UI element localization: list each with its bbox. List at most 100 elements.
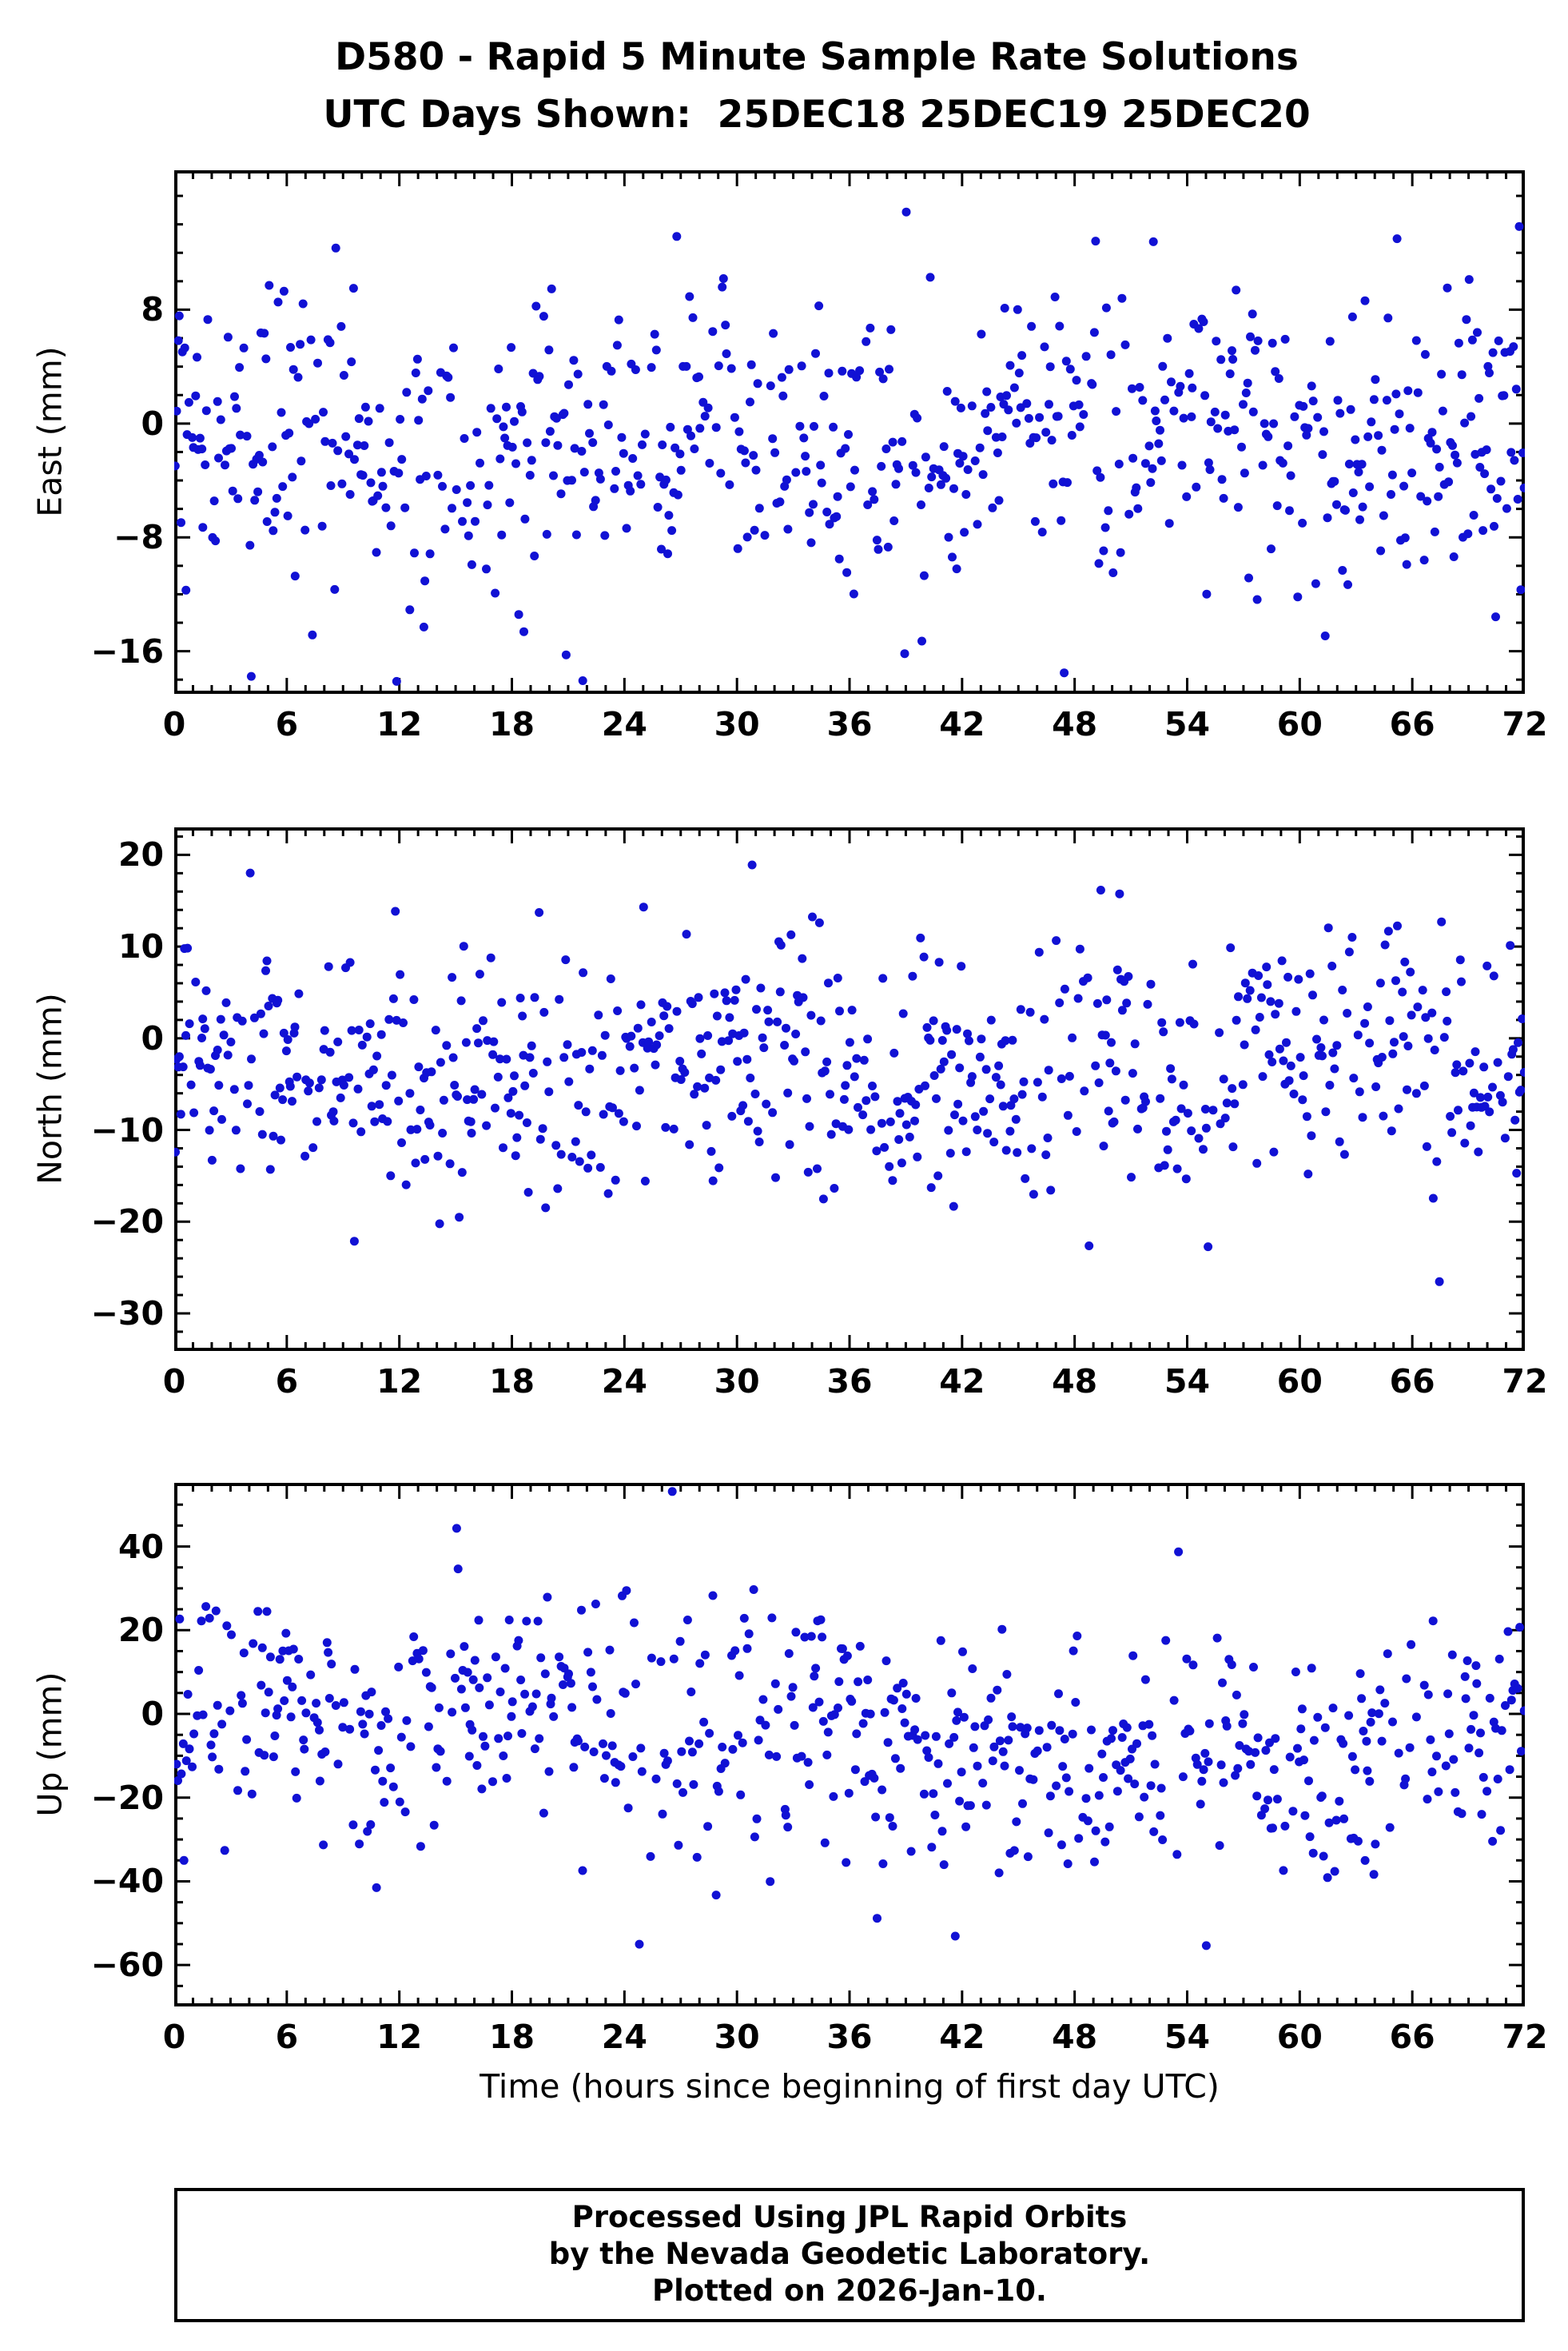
data-point: [494, 365, 503, 373]
data-point: [244, 1081, 253, 1090]
data-point: [778, 391, 788, 400]
data-point: [1192, 1759, 1202, 1769]
data-point: [619, 448, 628, 458]
data-point: [209, 496, 219, 506]
data-point: [197, 1616, 206, 1626]
data-point: [221, 998, 231, 1007]
data-point: [741, 974, 750, 984]
data-point: [955, 459, 965, 468]
data-point: [1130, 1779, 1140, 1789]
data-point: [1262, 962, 1272, 972]
data-point: [720, 1759, 730, 1768]
data-point: [505, 498, 515, 508]
data-point: [1400, 957, 1410, 966]
data-point: [328, 438, 337, 448]
data-point: [1012, 418, 1021, 428]
data-point: [1392, 234, 1402, 244]
data-point: [957, 1767, 966, 1777]
data-point: [1268, 338, 1277, 348]
data-point: [205, 1613, 214, 1623]
data-point: [858, 1110, 868, 1120]
data-point: [743, 1117, 753, 1126]
data-point: [542, 529, 551, 539]
data-point: [997, 1624, 1007, 1634]
data-point: [1403, 386, 1413, 396]
data-point: [1027, 1144, 1037, 1154]
data-point: [1269, 419, 1279, 428]
data-point: [1255, 1013, 1264, 1022]
data-point: [811, 1664, 821, 1673]
data-point: [1116, 548, 1125, 557]
data-point: [1457, 1809, 1467, 1819]
data-point: [344, 1073, 354, 1082]
data-point: [824, 978, 833, 988]
data-point: [768, 434, 778, 444]
x-tick-label: 72: [1502, 2018, 1548, 2056]
data-point: [531, 301, 541, 311]
data-point: [314, 1083, 324, 1093]
x-tick-label: 6: [275, 2018, 299, 2056]
data-point: [1419, 1081, 1429, 1090]
data-point: [1071, 1698, 1080, 1707]
data-point: [1178, 1772, 1188, 1782]
data-point: [468, 1675, 478, 1684]
data-point: [1289, 1090, 1299, 1098]
data-point: [213, 396, 222, 406]
data-point: [1204, 1757, 1213, 1767]
data-point: [613, 1006, 623, 1015]
data-point: [333, 1759, 343, 1769]
data-point: [325, 1047, 335, 1057]
data-point: [545, 427, 555, 436]
data-point: [353, 1084, 363, 1094]
data-point: [1148, 1731, 1157, 1740]
data-point: [669, 1124, 679, 1134]
data-point: [746, 360, 756, 369]
data-point: [1338, 986, 1347, 994]
data-point: [538, 1124, 547, 1134]
data-point: [448, 1707, 457, 1717]
data-point: [1091, 1826, 1100, 1835]
data-point: [967, 401, 977, 411]
data-point: [261, 966, 270, 975]
data-point: [275, 1655, 285, 1664]
data-point: [1388, 1049, 1398, 1058]
data-point: [236, 430, 245, 440]
data-point: [600, 1030, 610, 1040]
data-point: [611, 467, 620, 476]
data-point: [1467, 335, 1477, 345]
data-point: [273, 1704, 283, 1714]
data-point: [739, 1028, 749, 1038]
data-point: [1087, 1725, 1096, 1735]
data-point: [1302, 1112, 1311, 1122]
data-point: [464, 1751, 474, 1761]
data-point: [767, 1613, 777, 1623]
data-point: [894, 1135, 904, 1144]
data-point: [1395, 409, 1404, 419]
data-point: [296, 456, 306, 466]
data-point: [679, 1787, 687, 1797]
data-point: [525, 1053, 535, 1062]
x-tick-label: 24: [601, 2018, 647, 2056]
data-point: [766, 381, 775, 391]
data-point: [1435, 462, 1444, 472]
data-point: [467, 1129, 476, 1138]
data-point: [440, 524, 450, 534]
data-point: [1299, 401, 1308, 411]
data-point: [1068, 1729, 1077, 1739]
data-point: [1328, 1048, 1338, 1058]
data-point: [816, 1016, 826, 1026]
data-point: [1108, 568, 1118, 577]
data-point: [1335, 1137, 1344, 1146]
data-point: [494, 1734, 503, 1743]
data-point: [1339, 1739, 1348, 1748]
data-point: [686, 1688, 696, 1696]
data-point: [734, 1731, 742, 1740]
data-point: [1041, 428, 1051, 437]
data-point: [345, 490, 355, 499]
data-point: [333, 1037, 343, 1046]
data-point: [530, 1744, 539, 1754]
data-point: [191, 978, 201, 986]
data-point: [1065, 1071, 1074, 1081]
data-point: [1004, 405, 1013, 415]
data-point: [535, 1134, 545, 1144]
